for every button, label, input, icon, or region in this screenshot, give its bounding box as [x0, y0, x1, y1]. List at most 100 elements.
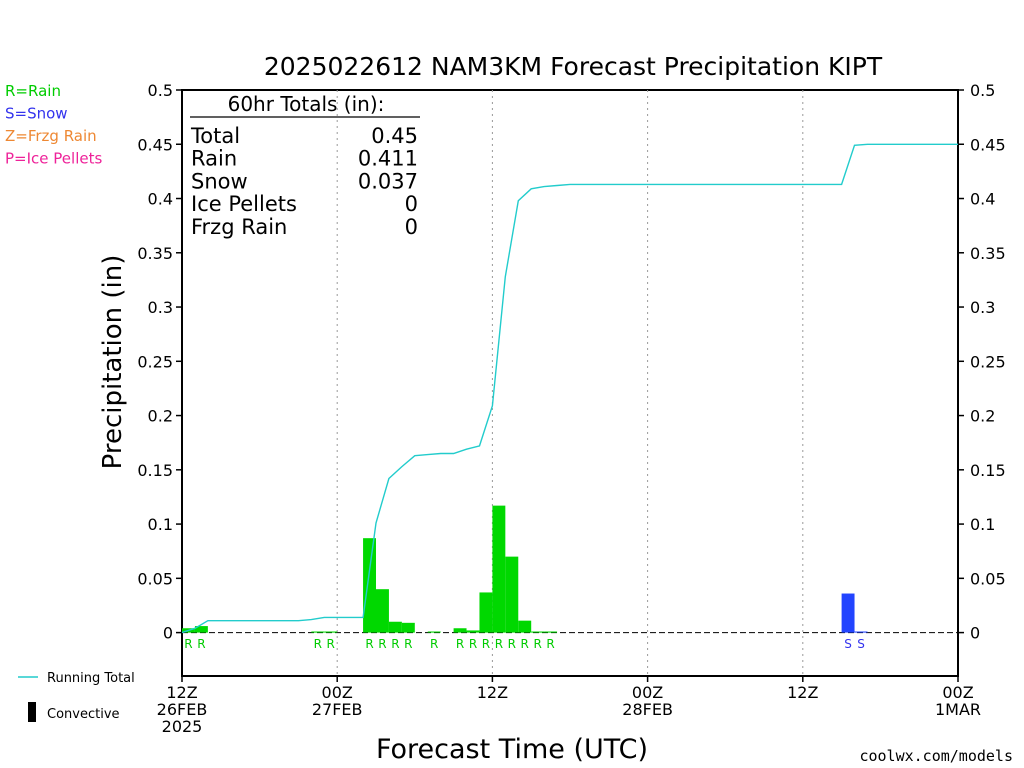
bar-type-label: R [430, 637, 438, 651]
y-axis-label: Precipitation (in) [98, 255, 128, 470]
y-tick-label: 0.45 [137, 135, 173, 154]
legend: R=Rain S=Snow Z=Frzg Rain P=Ice Pellets Runn… [5, 82, 135, 722]
bar-type-label: R [546, 637, 554, 651]
x-tick-label: 28FEB [622, 700, 673, 719]
plot-border [181, 89, 959, 677]
precip-bar [518, 620, 532, 633]
y-tick-label: 0.35 [970, 244, 1006, 263]
x-tick-label: 27FEB [312, 700, 363, 719]
legend-entry: R=Rain [5, 82, 61, 100]
totals-row-label: Rain [191, 147, 237, 171]
running-total-line [181, 143, 958, 634]
totals-row-value: 0.411 [358, 147, 418, 171]
legend-entry: S=Snow [5, 105, 68, 123]
totals-row-value: 0 [405, 215, 418, 239]
x-tick-label: 26FEB [157, 700, 208, 719]
credit-text: coolwx.com/models [859, 747, 1013, 765]
bar-type-label: R [391, 637, 399, 651]
y-tick-label: 0.4 [970, 190, 995, 209]
precip-bar [466, 630, 480, 633]
y-tick-label: 0.15 [137, 461, 173, 480]
y-tick-label: 0.3 [970, 298, 995, 317]
bar-type-label: S [857, 637, 865, 651]
y-axis-right: 0 0.05 0.1 0.15 0.2 0.25 0.3 0.35 0.4 0.45 0.5 [958, 81, 1006, 643]
y-tick-label: 0.15 [970, 461, 1006, 480]
y-tick-label: 0.45 [970, 135, 1006, 154]
precip-bar [492, 505, 506, 633]
y-tick-label: 0.4 [148, 190, 173, 209]
bar-type-label: R [327, 637, 335, 651]
precip-bar [841, 593, 855, 633]
bar-type-label: R [314, 637, 322, 651]
totals-row-value: 0.45 [371, 124, 418, 148]
totals-box: 60hr Totals (in): Total 0.45 Rain 0.411 Snow 0… [190, 92, 420, 239]
y-tick-label: 0.05 [137, 569, 173, 588]
y-tick-label: 0.35 [137, 244, 173, 263]
x-tick-label: 12Z [787, 683, 818, 702]
totals-row-value: 0.037 [358, 169, 418, 193]
running-total-legend-label: Running Total [47, 671, 135, 686]
x-tick-label: 12Z [166, 683, 197, 702]
bar-type-label: R [197, 637, 205, 651]
bar-type-label: S [844, 637, 852, 651]
precip-bar [854, 631, 868, 633]
legend-entry: P=Ice Pellets [5, 150, 102, 168]
y-tick-label: 0.25 [137, 352, 173, 371]
x-tick-label: 00Z [942, 683, 973, 702]
bar-type-label: R [495, 637, 503, 651]
x-tick-label: 1MAR [935, 700, 981, 719]
convective-legend-label: Convective [47, 707, 120, 722]
y-tick-label: 0.2 [970, 407, 995, 426]
precip-bar [531, 631, 545, 633]
x-tick-label: 12Z [477, 683, 508, 702]
totals-row-label: Snow [191, 169, 248, 193]
bar-type-label: R [533, 637, 541, 651]
precip-bar [427, 631, 441, 633]
precip-bar [453, 628, 467, 633]
y-tick-label: 0.3 [148, 298, 173, 317]
bar-type-label: R [469, 637, 477, 651]
bar-type-label: R [508, 637, 516, 651]
chart-title: 2025022612 NAM3KM Forecast Precipitation… [264, 52, 883, 81]
precip-bar [363, 538, 376, 633]
x-tick-label: 2025 [162, 717, 203, 736]
y-tick-label: 0.05 [970, 569, 1006, 588]
bar-type-label: R [404, 637, 412, 651]
precip-bar [388, 621, 402, 633]
y-tick-label: 0 [163, 624, 173, 643]
bar-type-label: R [378, 637, 386, 651]
y-tick-label: 0.5 [970, 81, 995, 100]
bar-type-label: R [365, 637, 373, 651]
bar-type-label: R [482, 637, 490, 651]
bar-type-label: R [456, 637, 464, 651]
precip-bar [194, 626, 208, 633]
convective-swatch [28, 702, 36, 722]
precip-bar [505, 556, 519, 633]
precip-bar [376, 589, 389, 633]
totals-header: 60hr Totals (in): [228, 92, 385, 116]
x-tick-label: 00Z [632, 683, 663, 702]
bar-type-label: R [184, 637, 192, 651]
y-tick-label: 0.1 [970, 515, 995, 534]
totals-row-label: Ice Pellets [191, 192, 297, 216]
plot-frame [181, 89, 959, 677]
x-tick-label: 00Z [322, 683, 353, 702]
precip-bar [311, 631, 325, 633]
x-axis-label: Forecast Time (UTC) [376, 734, 648, 765]
precip-bar [544, 631, 558, 633]
precip-bar [401, 622, 415, 633]
totals-row-label: Total [190, 124, 240, 148]
totals-row-label: Frzg Rain [191, 215, 287, 239]
y-tick-label: 0.5 [148, 81, 173, 100]
totals-row-value: 0 [405, 192, 418, 216]
y-tick-label: 0 [970, 624, 980, 643]
legend-entry: Z=Frzg Rain [5, 127, 97, 145]
y-tick-label: 0.1 [148, 515, 173, 534]
y-tick-label: 0.25 [970, 352, 1006, 371]
grid-lines [182, 90, 958, 676]
bar-type-label: R [521, 637, 529, 651]
y-tick-label: 0.2 [148, 407, 173, 426]
